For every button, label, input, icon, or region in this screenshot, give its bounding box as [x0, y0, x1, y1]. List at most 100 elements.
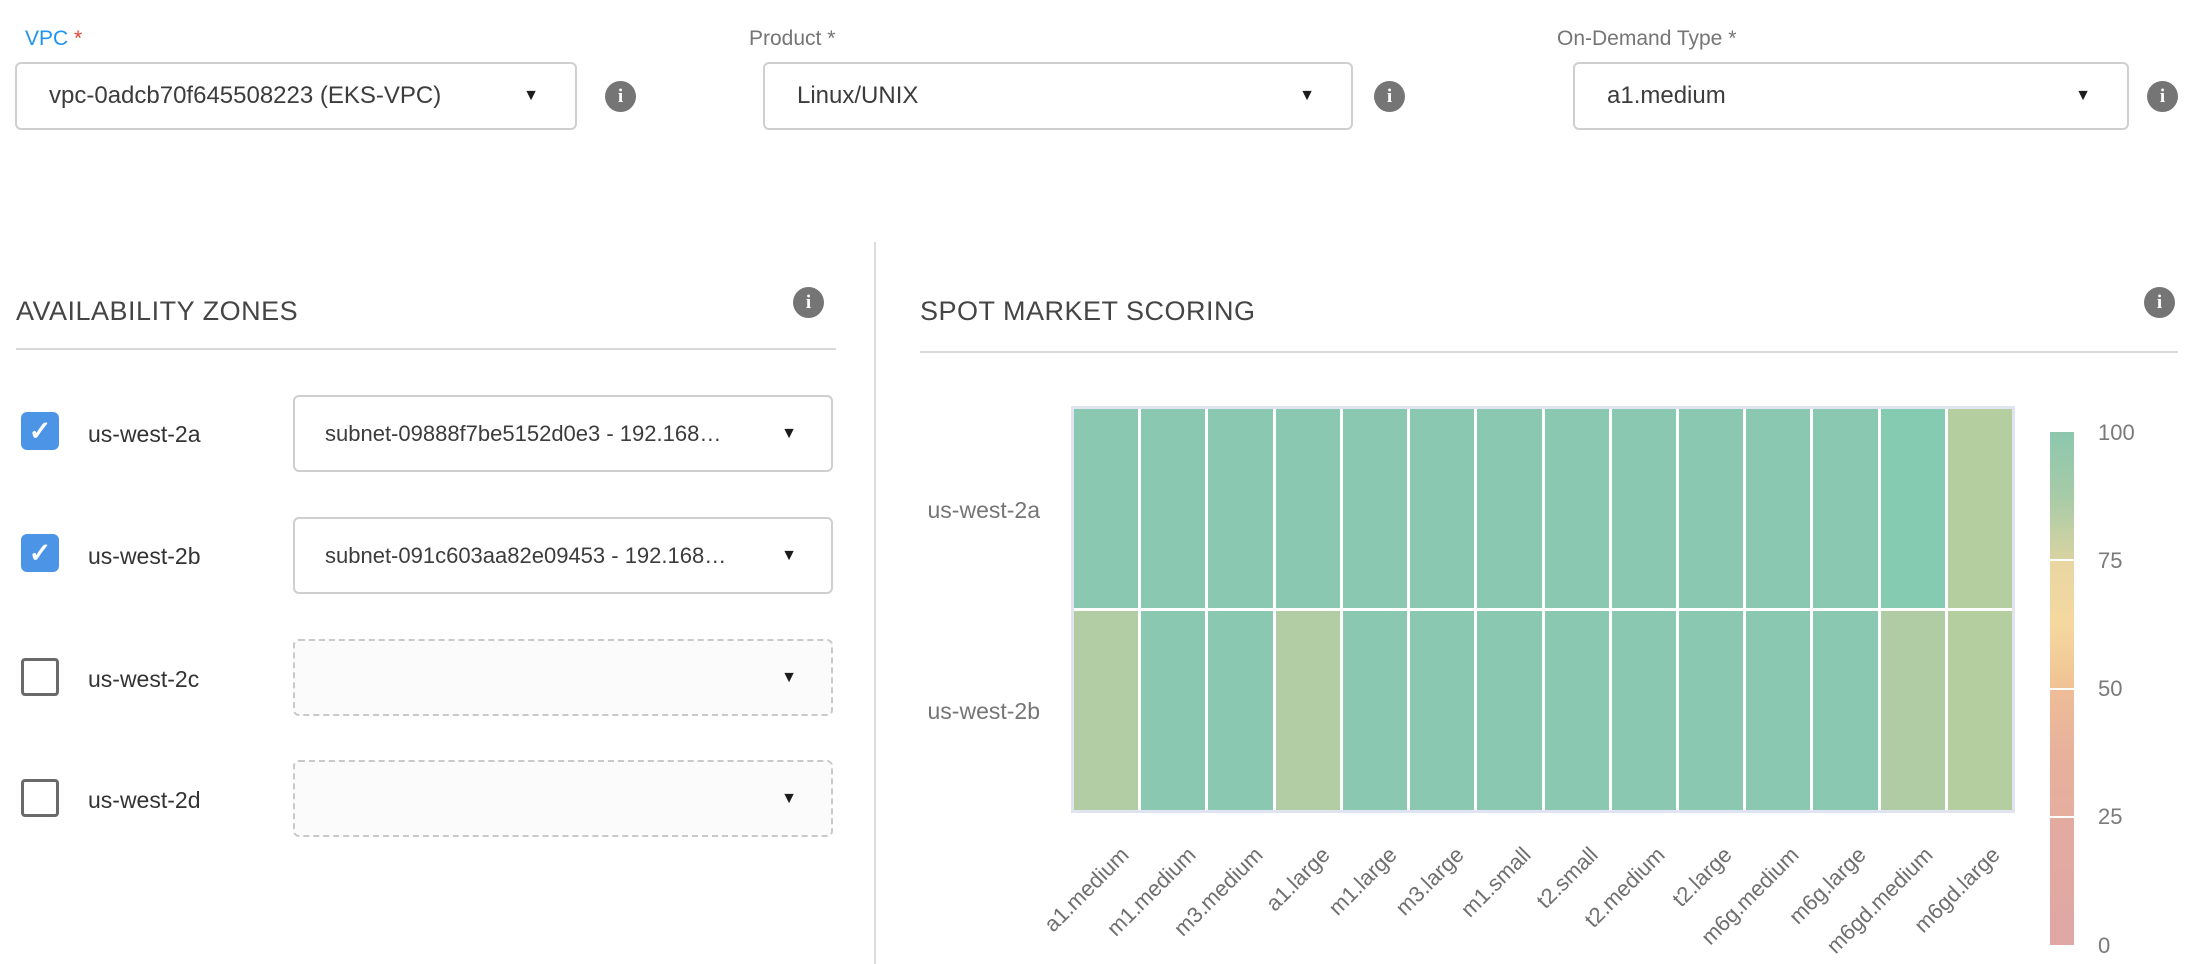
heatmap-cell-us-west-2a-m3.medium [1208, 409, 1273, 608]
required-asterisk: * [74, 27, 83, 50]
heatmap-cell-us-west-2a-m1.large [1342, 409, 1408, 608]
subnet-select-us-west-2b[interactable]: subnet-091c603aa82e09453 - 192.168… ▼ [293, 517, 833, 594]
heatmap-cell-us-west-2b-m1.large [1342, 611, 1408, 810]
product-label: Product * [749, 27, 835, 51]
az-row-us-west-2d: us-west-2d ▼ [0, 760, 875, 837]
x-axis-label-m3.large: m3.large [1389, 842, 1469, 921]
color-scale-tick-25: 25 [2098, 804, 2123, 829]
on-demand-type-label-text: On-Demand Type * [1557, 27, 1737, 50]
x-axis-label-t2.small: t2.small [1530, 842, 1603, 914]
x-axis-label-t2.large: t2.large [1666, 842, 1737, 912]
x-axis-label-m3.medium: m3.medium [1168, 842, 1268, 941]
subnet-select-us-west-2a[interactable]: subnet-09888f7be5152d0e3 - 192.168… ▼ [293, 395, 833, 472]
heatmap-cell-us-west-2a-t2.small [1544, 409, 1609, 608]
on-demand-type-info-icon[interactable]: i [2147, 81, 2178, 112]
heatmap-cell-us-west-2a-m6gd.large [1947, 409, 2012, 608]
subnet-select-us-west-2c[interactable]: ▼ [293, 639, 833, 716]
az-row-us-west-2c: us-west-2c ▼ [0, 639, 875, 716]
az-row-us-west-2b: ✓ us-west-2b subnet-091c603aa82e09453 - … [0, 517, 875, 594]
heatmap-cell-us-west-2a-m6gd.medium [1880, 409, 1945, 608]
y-axis-label-us-west-2b: us-west-2b [927, 698, 1040, 724]
product-info-icon[interactable]: i [1374, 81, 1405, 112]
heatmap-cell-us-west-2b-m6g.large [1813, 611, 1878, 810]
heatmap [1071, 406, 2015, 813]
vpc-info-icon[interactable]: i [605, 81, 636, 112]
color-scale-segment [2050, 689, 2074, 817]
info-icon-glyph: i [617, 85, 624, 107]
section-divider [874, 242, 876, 964]
info-icon-glyph: i [805, 291, 812, 313]
color-scale-tick-100: 100 [2098, 420, 2135, 445]
subnet-select-value: subnet-09888f7be5152d0e3 - 192.168… [325, 420, 722, 446]
heatmap-cell-us-west-2b-m1.small [1477, 611, 1542, 810]
spot-market-scoring-divider [920, 351, 2178, 353]
on-demand-type-label: On-Demand Type * [1557, 27, 1736, 51]
on-demand-type-select-value: a1.medium [1607, 82, 1726, 109]
subnet-select-us-west-2d[interactable]: ▼ [293, 760, 833, 837]
heatmap-cell-us-west-2b-m6gd.large [1947, 611, 2012, 810]
chevron-down-icon: ▼ [523, 87, 539, 104]
az-row-us-west-2a: ✓ us-west-2a subnet-09888f7be5152d0e3 - … [0, 395, 875, 472]
x-axis-label-m1.small: m1.small [1455, 842, 1536, 922]
heatmap-cell-us-west-2b-a1.large [1275, 611, 1340, 810]
availability-zones-info-icon[interactable]: i [793, 287, 824, 318]
color-scale-tick-50: 50 [2098, 676, 2123, 701]
y-axis-label-us-west-2a: us-west-2a [927, 497, 1040, 523]
az-zone-label: us-west-2d [88, 787, 201, 813]
heatmap-cell-us-west-2a-t2.medium [1611, 409, 1676, 608]
info-icon-glyph: i [1386, 85, 1393, 107]
az-zone-label: us-west-2c [88, 666, 200, 692]
heatmap-cell-us-west-2b-m1.medium [1141, 611, 1206, 810]
color-scale [2050, 432, 2074, 945]
color-scale-segment [2050, 432, 2074, 559]
heatmap-cell-us-west-2b-m6gd.medium [1880, 611, 1945, 810]
az-checkbox-us-west-2c[interactable] [21, 658, 59, 696]
az-checkbox-us-west-2b[interactable]: ✓ [21, 534, 59, 572]
heatmap-cell-us-west-2b-t2.small [1544, 611, 1609, 810]
az-checkbox-us-west-2a[interactable]: ✓ [21, 412, 59, 450]
on-demand-type-select[interactable]: a1.medium ▼ [1573, 62, 2129, 130]
product-select[interactable]: Linux/UNIX ▼ [763, 62, 1353, 130]
heatmap-cell-us-west-2a-m1.medium [1141, 409, 1206, 608]
x-axis-label-t2.medium: t2.medium [1578, 842, 1670, 933]
heatmap-cell-us-west-2a-m3.large [1410, 409, 1475, 608]
x-axis-label-a1.medium: a1.medium [1038, 842, 1134, 937]
heatmap-cell-us-west-2b-m3.medium [1208, 611, 1273, 810]
az-checkbox-us-west-2d[interactable] [21, 779, 59, 817]
availability-zones-divider [16, 348, 836, 350]
heatmap-grid [1074, 409, 2012, 810]
x-axis-label-a1.large: a1.large [1260, 842, 1335, 916]
x-axis-label-m6g.medium: m6g.medium [1695, 842, 1804, 950]
heatmap-cell-us-west-2b-a1.medium [1074, 611, 1139, 810]
heatmap-cell-us-west-2b-t2.large [1678, 611, 1744, 810]
spot-market-scoring-title: SPOT MARKET SCORING [920, 296, 1256, 326]
vpc-label: VPC * [25, 27, 82, 51]
chevron-down-icon: ▼ [1299, 87, 1315, 104]
heatmap-cell-us-west-2b-t2.medium [1611, 611, 1676, 810]
x-axis-label-m1.medium: m1.medium [1101, 842, 1201, 941]
color-scale-segment [2050, 560, 2074, 688]
x-axis-label-m6gd.large: m6gd.large [1908, 842, 2005, 938]
az-zone-label: us-west-2a [88, 421, 201, 447]
color-scale-tick-0: 0 [2098, 933, 2111, 958]
vpc-label-text: VPC [25, 27, 69, 50]
availability-zones-title: AVAILABILITY ZONES [16, 296, 299, 326]
color-scale-segment [2050, 818, 2074, 945]
vpc-select[interactable]: vpc-0adcb70f645508223 (EKS-VPC) ▼ [15, 62, 577, 130]
heatmap-cell-us-west-2a-m6g.medium [1746, 409, 1811, 608]
x-axis-label-m6g.large: m6g.large [1783, 842, 1871, 929]
color-scale-tick-75: 75 [2098, 548, 2123, 573]
x-axis-label-m1.large: m1.large [1322, 842, 1402, 921]
spot-market-scoring-info-icon[interactable]: i [2144, 287, 2175, 318]
info-icon-glyph: i [2156, 291, 2163, 313]
heatmap-cell-us-west-2a-m6g.large [1813, 409, 1878, 608]
chevron-down-icon: ▼ [781, 424, 797, 442]
heatmap-cell-us-west-2a-m1.small [1477, 409, 1542, 608]
chevron-down-icon: ▼ [781, 789, 797, 807]
chevron-down-icon: ▼ [781, 668, 797, 686]
heatmap-cell-us-west-2a-t2.large [1678, 409, 1744, 608]
chevron-down-icon: ▼ [2075, 87, 2091, 104]
heatmap-cell-us-west-2b-m6g.medium [1746, 611, 1811, 810]
x-axis-label-m6gd.medium: m6gd.medium [1820, 842, 1938, 959]
